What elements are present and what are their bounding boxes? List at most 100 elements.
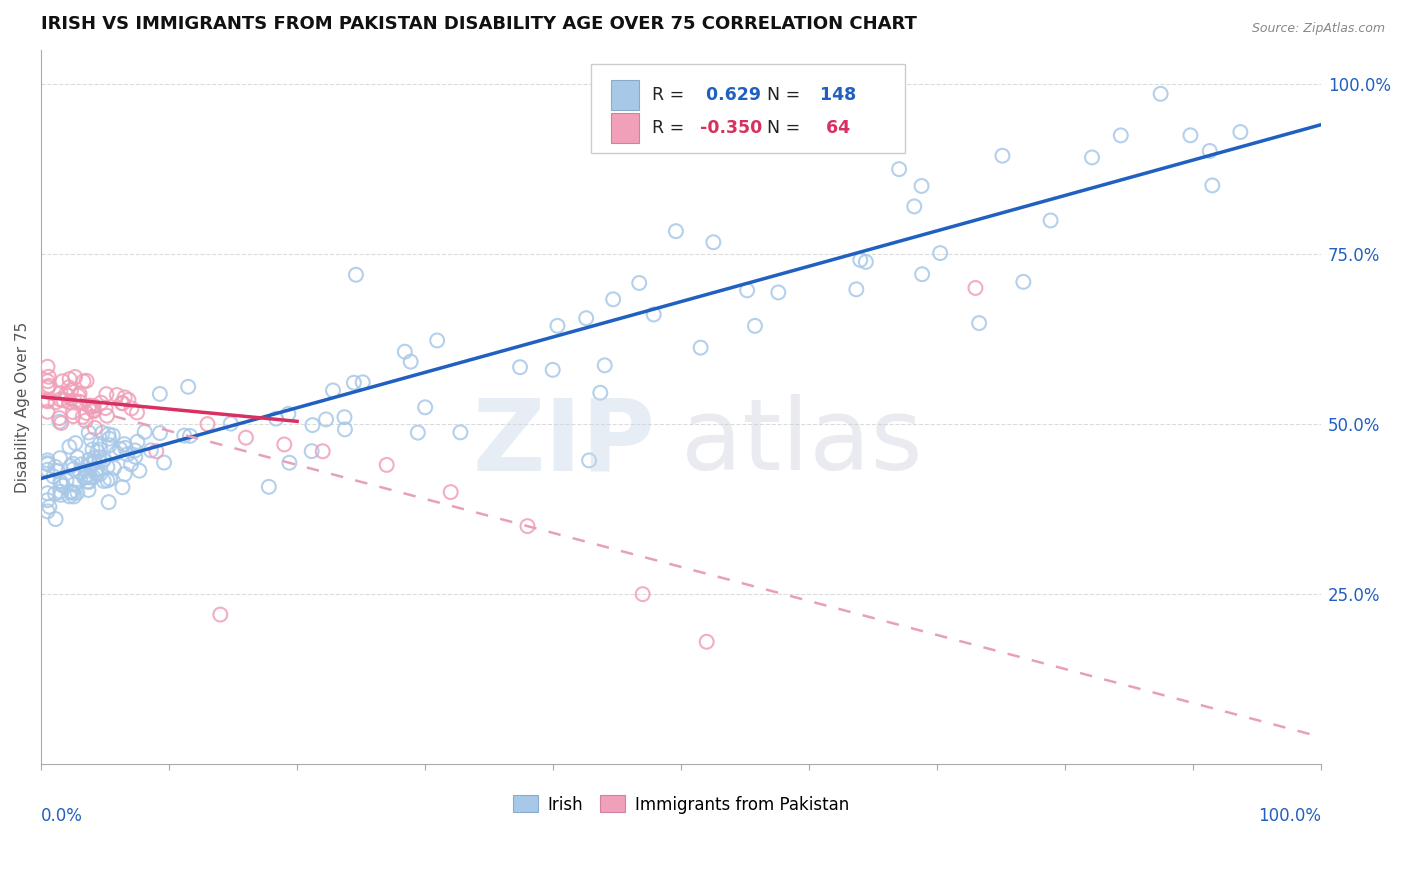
Point	[352, 376, 374, 390]
Point	[83, 404, 105, 418]
Point	[124, 443, 146, 458]
Point	[1229, 125, 1251, 139]
Point	[63, 477, 86, 491]
Point	[98, 432, 121, 446]
Point	[394, 344, 416, 359]
Text: 0.0%: 0.0%	[41, 807, 83, 825]
Point	[49, 477, 72, 491]
Point	[96, 474, 118, 488]
Point	[82, 442, 104, 457]
Point	[413, 401, 436, 415]
Point	[546, 318, 568, 333]
Y-axis label: Disability Age Over 75: Disability Age Over 75	[15, 321, 30, 492]
Point	[49, 475, 72, 489]
Point	[37, 380, 59, 394]
Point	[105, 388, 128, 402]
Point	[94, 401, 117, 415]
Point	[179, 429, 201, 443]
Point	[69, 394, 91, 409]
Point	[1201, 178, 1223, 193]
Point	[37, 405, 59, 419]
Point	[55, 474, 77, 488]
Point	[75, 470, 97, 484]
Point	[63, 394, 86, 409]
Point	[128, 464, 150, 478]
Point	[643, 308, 665, 322]
Point	[96, 459, 118, 474]
Point	[145, 444, 167, 458]
Point	[735, 283, 758, 297]
Point	[59, 484, 82, 499]
Point	[744, 318, 766, 333]
Point	[105, 446, 128, 460]
Point	[37, 457, 59, 471]
Point	[49, 451, 72, 466]
Point	[60, 484, 83, 499]
Point	[37, 504, 59, 518]
Point	[1012, 275, 1035, 289]
Point	[101, 428, 124, 442]
Point	[593, 359, 616, 373]
Point	[1149, 87, 1171, 101]
Point	[83, 450, 105, 465]
Point	[49, 392, 72, 407]
Point	[578, 453, 600, 467]
Point	[399, 354, 422, 368]
Point	[60, 384, 83, 398]
Point	[82, 470, 104, 484]
Point	[910, 178, 932, 193]
Point	[56, 389, 79, 403]
Point	[134, 425, 156, 439]
Point	[51, 374, 73, 388]
Point	[38, 378, 60, 392]
Point	[49, 386, 72, 401]
Point	[98, 472, 121, 486]
Point	[117, 392, 139, 407]
Point	[114, 467, 136, 482]
Point	[59, 372, 82, 386]
Point	[97, 495, 120, 509]
Point	[301, 444, 323, 458]
Point	[79, 399, 101, 413]
Point	[177, 380, 200, 394]
Point	[315, 412, 337, 426]
Point	[76, 475, 98, 489]
Point	[219, 417, 242, 431]
Point	[58, 395, 80, 409]
Text: -0.350: -0.350	[700, 120, 762, 137]
Point	[312, 444, 335, 458]
Point	[37, 493, 59, 508]
Point	[111, 396, 134, 410]
Point	[89, 450, 111, 465]
Point	[322, 384, 344, 398]
Point	[911, 267, 934, 281]
Point	[48, 415, 70, 429]
Point	[82, 402, 104, 417]
Point	[58, 489, 80, 503]
Point	[83, 456, 105, 470]
Point	[93, 453, 115, 467]
Point	[77, 468, 100, 483]
Point	[75, 464, 97, 478]
Point	[103, 461, 125, 475]
Text: Source: ZipAtlas.com: Source: ZipAtlas.com	[1251, 22, 1385, 36]
Point	[333, 410, 356, 425]
Point	[117, 447, 139, 461]
Point	[114, 441, 136, 455]
Point	[89, 455, 111, 469]
Point	[991, 149, 1014, 163]
Point	[91, 425, 114, 440]
Point	[125, 405, 148, 419]
Point	[197, 417, 219, 431]
Point	[602, 293, 624, 307]
Point	[96, 387, 118, 401]
Point	[49, 488, 72, 502]
Text: IRISH VS IMMIGRANTS FROM PAKISTAN DISABILITY AGE OVER 75 CORRELATION CHART: IRISH VS IMMIGRANTS FROM PAKISTAN DISABI…	[41, 15, 917, 33]
Text: N =: N =	[766, 120, 800, 137]
Point	[44, 459, 66, 474]
Point	[1109, 128, 1132, 143]
Point	[278, 456, 301, 470]
Point	[48, 411, 70, 425]
Point	[62, 409, 84, 424]
Point	[541, 363, 564, 377]
